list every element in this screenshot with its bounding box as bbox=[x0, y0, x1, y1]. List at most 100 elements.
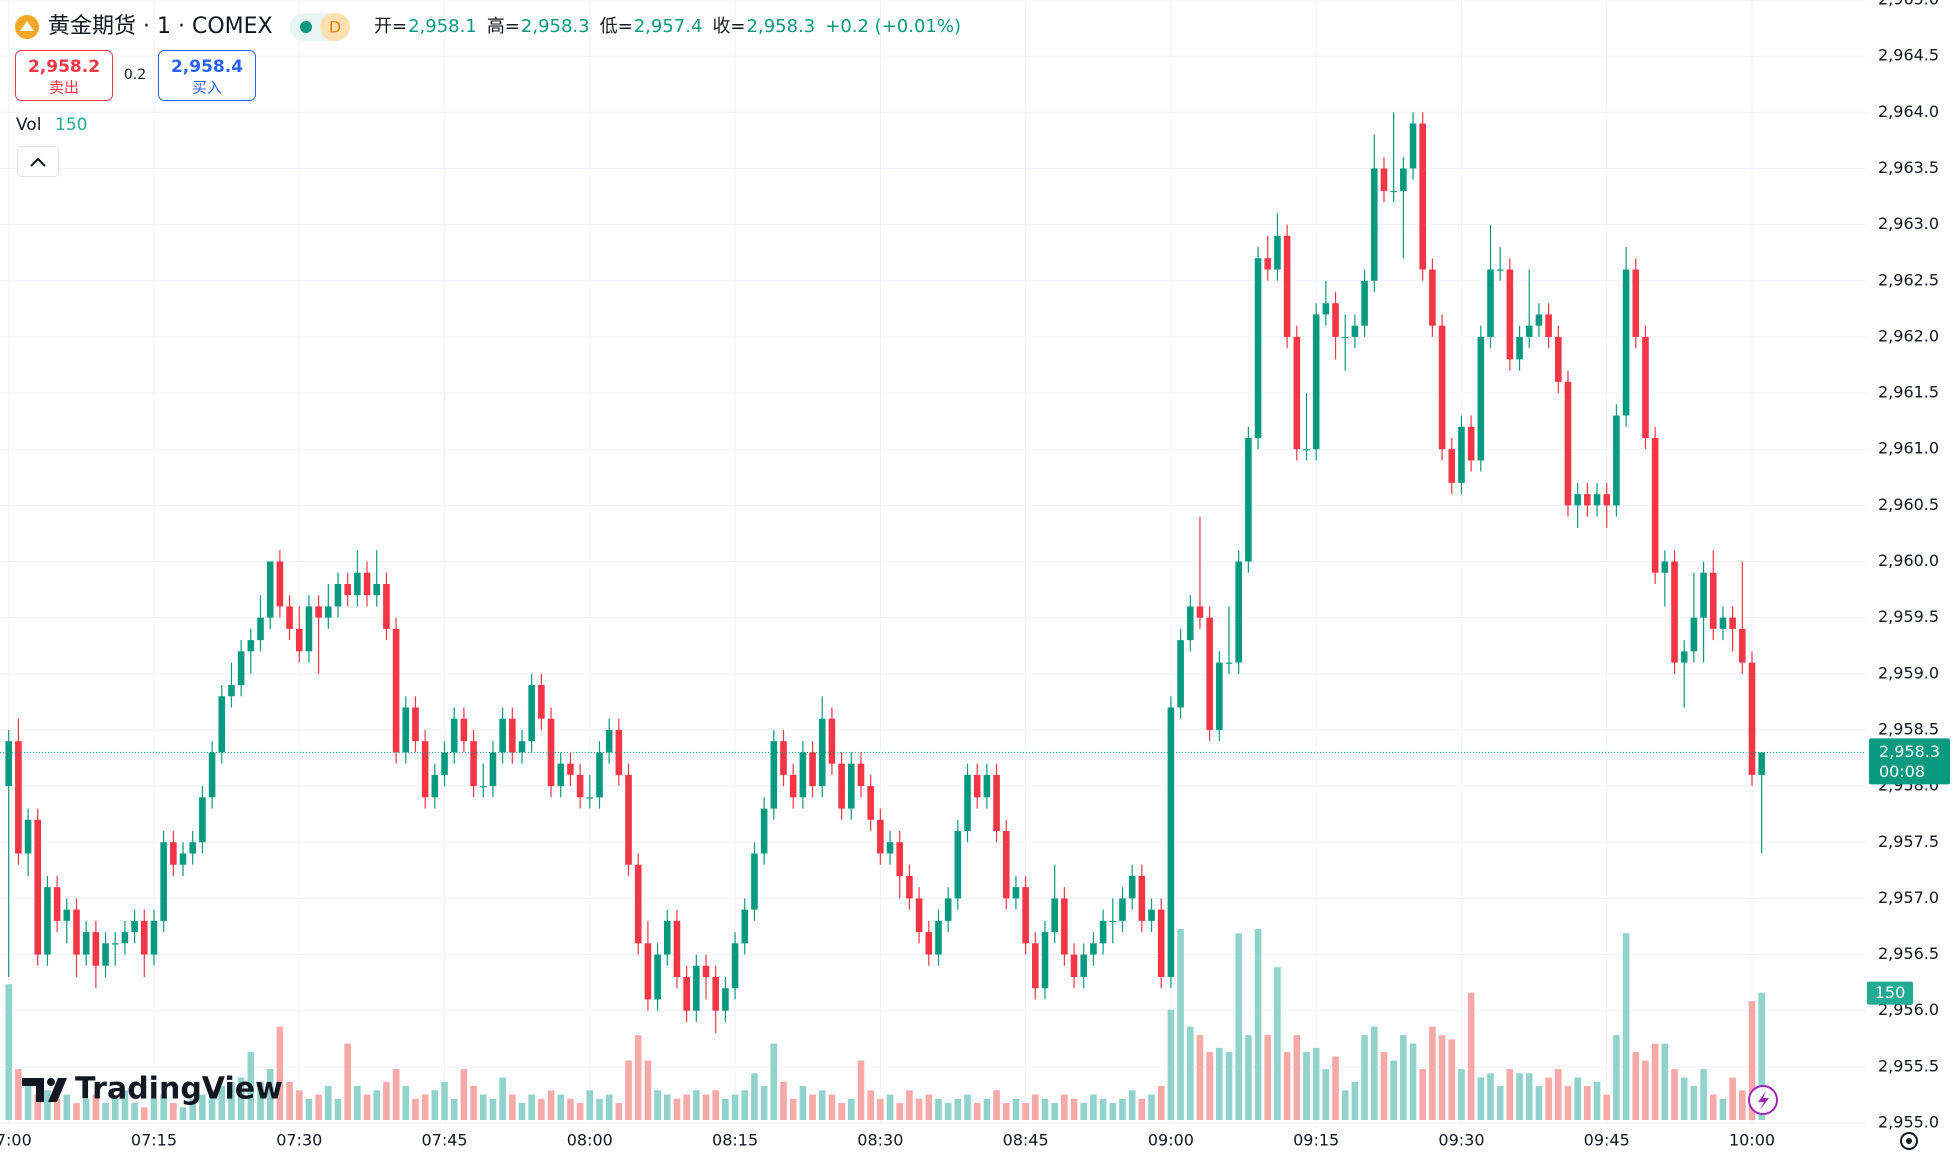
volume-bar bbox=[92, 1094, 100, 1120]
volume-bar bbox=[1245, 1035, 1252, 1120]
candle-body bbox=[286, 606, 293, 629]
candle-body bbox=[1099, 920, 1107, 944]
candle-body bbox=[1593, 494, 1601, 506]
y-tick-label: 2,957.0 bbox=[1878, 888, 1939, 907]
ohlc-legend: 开= 2,958.1 高= 2,958.3 低= 2,957.4 收= 2,958.3 +0.2… bbox=[374, 16, 961, 37]
volume-bar bbox=[170, 1103, 177, 1120]
candle-body bbox=[450, 718, 458, 753]
volume-bar bbox=[402, 1086, 410, 1120]
volume-bar bbox=[1506, 1069, 1514, 1120]
collapse-button[interactable] bbox=[17, 146, 59, 177]
volume-bar bbox=[1680, 1077, 1688, 1120]
volume-bar bbox=[1409, 1043, 1417, 1120]
candle-body bbox=[1632, 269, 1640, 337]
symbol-title[interactable]: 黄金期货 · 1 · COMEX bbox=[48, 14, 273, 39]
volume-bar bbox=[1157, 1086, 1165, 1120]
candle-body bbox=[1700, 572, 1707, 618]
volume-bar bbox=[470, 1086, 477, 1120]
candle-body bbox=[392, 628, 400, 753]
price-tags: 2,958.300:08 150 bbox=[0, 738, 1950, 1005]
candle-body bbox=[1216, 662, 1223, 730]
candle-body bbox=[1138, 875, 1146, 921]
volume-bar bbox=[208, 1090, 216, 1120]
candle-body bbox=[1186, 606, 1194, 641]
candle-body bbox=[383, 583, 390, 629]
candle-body bbox=[441, 752, 448, 775]
candle-body bbox=[1041, 932, 1049, 989]
candle-body bbox=[479, 786, 487, 788]
y-tick-label: 2,959.5 bbox=[1878, 607, 1939, 626]
candle-body bbox=[499, 718, 506, 753]
candle-body bbox=[751, 853, 758, 910]
buy-button[interactable] bbox=[158, 50, 256, 101]
candle-body bbox=[412, 707, 419, 742]
candle-body bbox=[1467, 426, 1475, 461]
grid bbox=[0, 0, 1866, 1124]
volume-bar bbox=[1061, 1094, 1068, 1120]
candle-body bbox=[315, 606, 322, 618]
volume-bar bbox=[1574, 1077, 1581, 1120]
volume-bar bbox=[518, 1103, 526, 1120]
y-tick-label: 2,960.0 bbox=[1878, 551, 1939, 570]
candle-body bbox=[518, 741, 526, 753]
logo-text: TradingView bbox=[75, 1072, 283, 1107]
candle-body bbox=[789, 774, 797, 798]
candle-body bbox=[663, 920, 671, 955]
volume-bar bbox=[373, 1090, 381, 1120]
candle-body bbox=[460, 718, 468, 742]
volume-bar bbox=[1351, 1081, 1359, 1120]
candle-body bbox=[1516, 336, 1523, 360]
volume-bar bbox=[15, 1069, 22, 1120]
candle-body bbox=[1458, 426, 1465, 483]
candle-body bbox=[1438, 325, 1446, 450]
candle-body bbox=[150, 920, 158, 955]
x-tick-label: 07:45 bbox=[421, 1131, 467, 1150]
volume-bar bbox=[199, 1094, 206, 1120]
candle-body bbox=[770, 741, 778, 809]
volume-bar bbox=[944, 1103, 952, 1120]
y-tick-label: 2,955.0 bbox=[1878, 1113, 1939, 1132]
candle-body bbox=[741, 909, 749, 944]
candle-body bbox=[944, 898, 952, 921]
candle-body bbox=[5, 741, 12, 787]
volume-bar bbox=[1709, 1094, 1717, 1120]
candle-body bbox=[1157, 909, 1165, 978]
volume-bar bbox=[915, 1098, 923, 1120]
candle-body bbox=[1254, 258, 1262, 438]
volume-bar bbox=[1651, 1043, 1659, 1120]
settings-button[interactable] bbox=[1900, 1132, 1918, 1150]
candle-body bbox=[92, 932, 100, 966]
y-tick-label: 2,962.5 bbox=[1878, 270, 1939, 289]
volume-bar bbox=[1429, 1026, 1436, 1120]
volume-bar bbox=[111, 1098, 119, 1120]
candle-body bbox=[1477, 336, 1485, 461]
volume-bar bbox=[1555, 1069, 1562, 1120]
candle-body bbox=[1109, 920, 1117, 923]
candle-body bbox=[809, 752, 816, 787]
candle-body bbox=[857, 763, 865, 787]
volume-bar bbox=[993, 1090, 1000, 1120]
candle-body bbox=[1613, 415, 1620, 506]
collapse-icon bbox=[30, 157, 46, 167]
sell-button[interactable] bbox=[15, 50, 113, 101]
volume-bar bbox=[1613, 1035, 1620, 1120]
candles bbox=[5, 112, 1765, 1034]
candle-body bbox=[1274, 235, 1281, 270]
volume-bar bbox=[935, 1098, 942, 1120]
volume-bar bbox=[557, 1094, 565, 1120]
market-open-dot bbox=[300, 21, 312, 33]
candle-body bbox=[973, 774, 981, 798]
trade-panel: 2,958.2 卖出 0.2 2,958.4 买入 bbox=[15, 50, 256, 101]
y-tick-label: 2,964.0 bbox=[1878, 102, 1939, 121]
volume-bar bbox=[1090, 1094, 1097, 1120]
volume-bar bbox=[334, 1098, 342, 1120]
volume-bar bbox=[63, 1094, 71, 1120]
volume-bar bbox=[857, 1060, 865, 1120]
volume-bar bbox=[44, 1090, 51, 1120]
volume-bar bbox=[1012, 1098, 1020, 1120]
candle-body bbox=[1264, 258, 1272, 270]
candle-body bbox=[634, 864, 642, 944]
volume-bar bbox=[1206, 1052, 1213, 1120]
candle-body bbox=[489, 752, 497, 787]
volume-bar bbox=[1458, 1069, 1465, 1120]
